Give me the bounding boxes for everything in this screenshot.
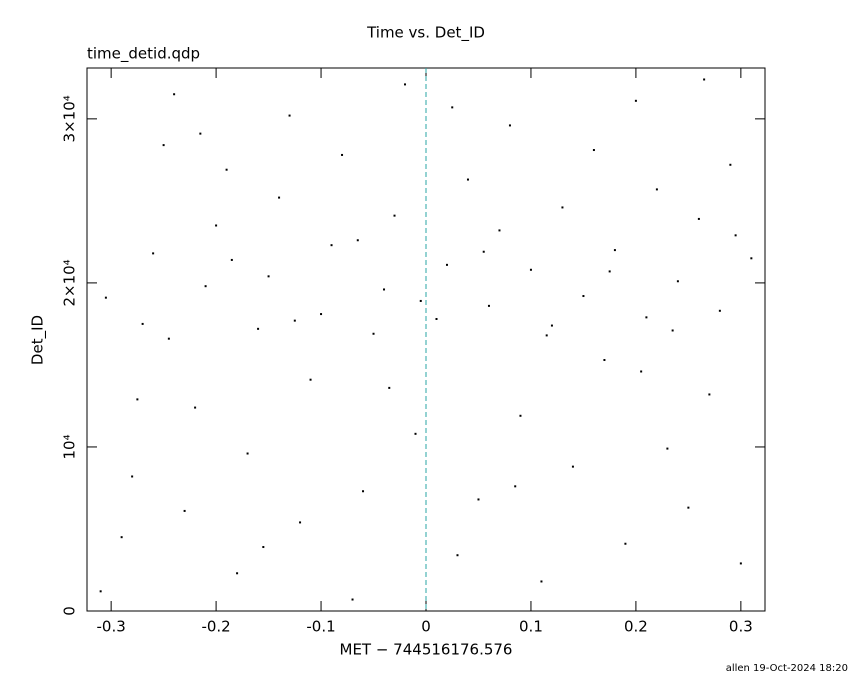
point	[136, 398, 139, 401]
point	[419, 299, 422, 302]
x-tick-label: 0	[421, 618, 431, 636]
point	[687, 506, 690, 509]
point	[519, 414, 522, 417]
point	[482, 250, 485, 253]
point	[498, 229, 501, 232]
point	[262, 546, 265, 549]
point	[529, 268, 532, 271]
point	[514, 485, 517, 488]
point	[257, 327, 260, 330]
point	[545, 334, 548, 337]
point	[703, 78, 706, 81]
point	[734, 234, 737, 237]
point	[383, 288, 386, 291]
point	[183, 509, 186, 512]
point	[451, 106, 454, 109]
point	[330, 244, 333, 247]
point	[293, 319, 296, 322]
point	[456, 554, 459, 557]
point	[167, 337, 170, 340]
point	[230, 258, 233, 261]
y-axis-label: Det_ID	[29, 315, 48, 365]
point	[508, 124, 511, 127]
point	[225, 168, 228, 171]
point	[655, 188, 658, 191]
point	[362, 490, 365, 493]
chart-subtitle: time_detid.qdp	[87, 45, 200, 64]
x-axis-label: MET − 744516176.576	[340, 641, 513, 659]
point	[477, 498, 480, 501]
point	[729, 163, 732, 166]
y-tick-label: 10⁴	[61, 434, 79, 459]
x-tick-label: 0.3	[729, 618, 753, 636]
point	[613, 249, 616, 252]
point	[393, 214, 396, 217]
point	[603, 359, 606, 362]
point	[404, 83, 407, 86]
point	[676, 280, 679, 283]
point	[550, 324, 553, 327]
point	[246, 452, 249, 455]
point	[624, 542, 627, 545]
y-tick-label: 0	[61, 606, 79, 616]
point	[445, 263, 448, 266]
point	[173, 93, 176, 96]
point	[608, 270, 611, 273]
point	[592, 149, 595, 152]
point	[466, 178, 469, 181]
point	[561, 206, 564, 209]
point	[309, 378, 312, 381]
point	[99, 590, 102, 593]
point	[388, 386, 391, 389]
point	[718, 309, 721, 312]
y-tick-label: 3×10⁴	[61, 95, 79, 142]
point	[666, 447, 669, 450]
point	[356, 239, 359, 242]
point	[671, 329, 674, 332]
point	[162, 144, 165, 147]
point	[697, 217, 700, 220]
point	[299, 521, 302, 524]
point	[739, 562, 742, 565]
point	[708, 393, 711, 396]
point	[215, 224, 218, 227]
x-tick-label: 0.2	[624, 618, 648, 636]
point	[199, 132, 202, 135]
point	[645, 316, 648, 319]
point	[278, 196, 281, 199]
point	[131, 475, 134, 478]
point	[236, 572, 239, 575]
point	[582, 295, 585, 298]
x-tick-label: -0.2	[201, 618, 230, 636]
footer: allen 19-Oct-2024 18:20	[726, 663, 848, 674]
point	[372, 332, 375, 335]
point	[571, 465, 574, 468]
x-tick-label: -0.1	[306, 618, 335, 636]
point	[152, 252, 155, 255]
x-tick-label: -0.3	[96, 618, 125, 636]
point	[540, 580, 543, 583]
point	[341, 153, 344, 156]
chart-title: Time vs. Det_ID	[366, 24, 485, 43]
point	[320, 313, 323, 316]
point	[435, 317, 438, 320]
point	[194, 406, 197, 409]
point	[288, 114, 291, 117]
point	[634, 99, 637, 102]
point	[267, 275, 270, 278]
point	[640, 370, 643, 373]
point	[104, 296, 107, 299]
y-tick-label: 2×10⁴	[61, 259, 79, 306]
point	[120, 536, 123, 539]
point	[487, 304, 490, 307]
point	[141, 322, 144, 325]
point	[204, 285, 207, 288]
point	[414, 432, 417, 435]
point	[750, 257, 753, 260]
x-tick-label: 0.1	[519, 618, 543, 636]
point	[351, 598, 354, 601]
